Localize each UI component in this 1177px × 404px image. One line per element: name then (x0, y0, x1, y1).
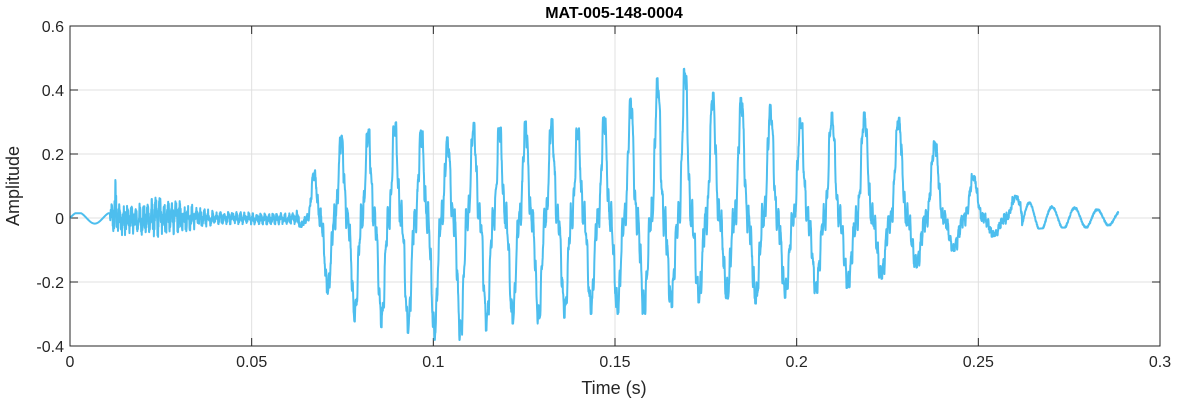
x-tick-label: 0.25 (963, 354, 994, 371)
x-tick-label: 0.15 (599, 354, 630, 371)
y-tick-label: -0.2 (36, 275, 64, 292)
y-tick-label: 0.6 (42, 19, 64, 36)
ticks: 0 0.05 0.1 0.15 0.2 0.25 0.3 -0.4 -0.2 0 0.2 0.4 0.6 (36, 19, 1171, 371)
x-tick-label: 0.05 (236, 354, 267, 371)
y-axis-label: Amplitude (3, 146, 23, 226)
x-tick-label: 0.2 (786, 354, 808, 371)
plot-frame (69, 25, 1161, 347)
chart-title: MAT-005-148-0004 (545, 5, 683, 22)
x-tick-label: 0 (66, 354, 75, 371)
y-tick-label: 0 (55, 211, 64, 228)
y-tick-label: 0.4 (42, 83, 64, 100)
waveform-line (69, 67, 1120, 341)
x-axis-label: Time (s) (581, 378, 646, 398)
x-tick-label: 0.3 (1149, 354, 1171, 371)
waveform-series (69, 67, 1120, 341)
y-tick-label: 0.2 (42, 147, 64, 164)
x-tick-label: 0.1 (422, 354, 444, 371)
y-tick-label: -0.4 (36, 339, 64, 356)
